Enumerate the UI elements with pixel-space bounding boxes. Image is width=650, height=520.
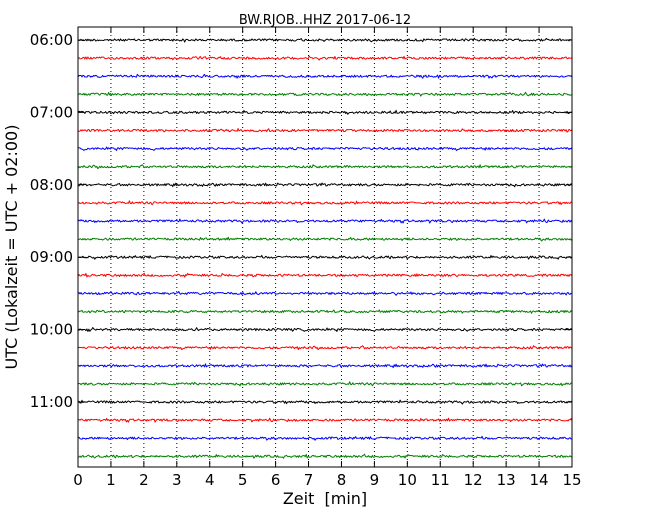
seismic-trace <box>77 309 573 314</box>
x-axis-ticks: 0 1 2 3 4 5 6 7 8 9 10 11 12 13 14 15 <box>73 27 582 489</box>
y-tick-label: 09:00 <box>30 248 73 266</box>
x-tick-label: 15 <box>562 471 581 489</box>
seismic-trace <box>77 55 573 61</box>
seismic-trace <box>77 345 573 351</box>
seismic-trace <box>77 218 573 224</box>
y-tick-label: 06:00 <box>30 31 73 49</box>
x-tick-label: 6 <box>271 471 281 489</box>
seismic-trace <box>77 37 573 43</box>
x-tick-label: 8 <box>337 471 347 489</box>
x-tick-label: 13 <box>497 471 516 489</box>
x-tick-label: 10 <box>398 471 417 489</box>
seismic-trace <box>77 146 573 151</box>
seismic-trace <box>77 236 573 242</box>
x-tick-label: 7 <box>304 471 314 489</box>
seismic-trace <box>77 109 573 115</box>
seismic-trace <box>77 164 573 170</box>
seismic-trace <box>77 272 573 278</box>
chart-title: BW.RJOB..HHZ 2017-06-12 <box>239 13 411 28</box>
seismic-trace <box>77 381 573 387</box>
y-tick-label: 10:00 <box>30 321 73 339</box>
y-tick-label: 08:00 <box>30 176 73 194</box>
plot-frame <box>77 26 573 468</box>
seismic-trace <box>77 417 573 423</box>
x-tick-label: 11 <box>431 471 450 489</box>
seismic-trace <box>77 291 573 296</box>
x-tick-label: 3 <box>172 471 182 489</box>
seismic-traces <box>77 37 573 459</box>
seismic-trace <box>77 435 573 441</box>
x-tick-label: 9 <box>370 471 380 489</box>
x-tick-label: 14 <box>530 471 549 489</box>
x-axis-label: Zeit [min] <box>283 489 367 508</box>
x-tick-label: 5 <box>238 471 248 489</box>
seismic-trace <box>77 128 573 133</box>
seismic-trace <box>77 182 573 188</box>
x-tick-label: 4 <box>205 471 215 489</box>
y-axis-ticks: 06:00 07:00 08:00 09:00 10:00 11:00 <box>30 31 572 411</box>
seismic-trace <box>77 254 573 260</box>
seismic-trace <box>77 200 573 206</box>
x-tick-label: 0 <box>73 471 83 489</box>
x-tick-label: 2 <box>139 471 149 489</box>
x-tick-label: 1 <box>106 471 116 489</box>
seismic-trace <box>77 399 573 405</box>
y-tick-label: 07:00 <box>30 103 73 121</box>
seismic-trace <box>77 327 573 332</box>
y-tick-label: 11:00 <box>30 393 73 411</box>
seismic-trace <box>77 73 573 79</box>
grid-lines <box>110 27 540 467</box>
y-axis-label: UTC (Lokalzeit = UTC + 02:00) <box>2 125 21 370</box>
seismic-trace <box>77 453 573 459</box>
x-tick-label: 12 <box>464 471 483 489</box>
seismic-trace <box>77 363 573 369</box>
seismic-trace <box>77 91 573 97</box>
